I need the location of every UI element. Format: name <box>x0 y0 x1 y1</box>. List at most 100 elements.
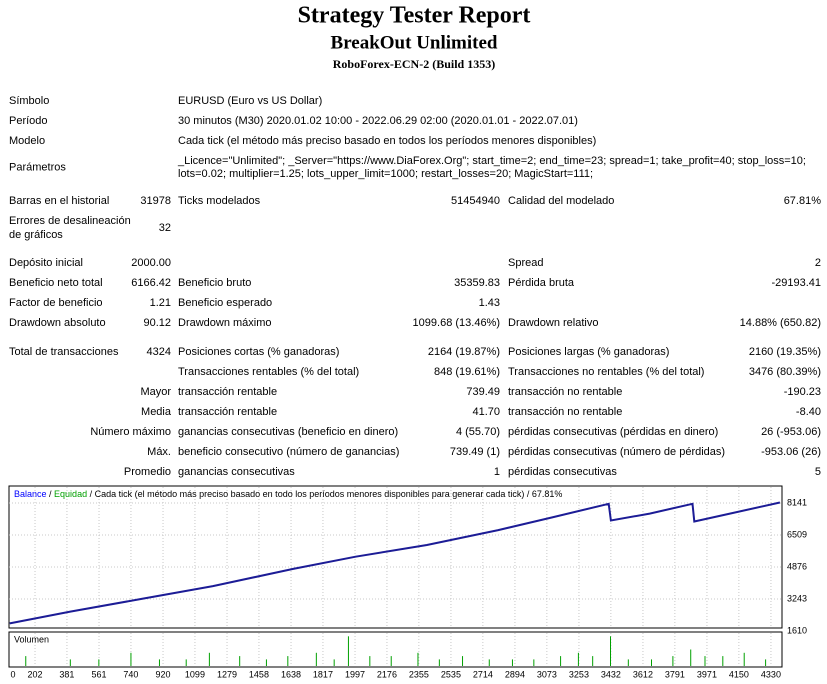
info-value: _Licence="Unlimited"; _Server="https://w… <box>177 155 806 167</box>
info-value: EURUSD (Euro vs US Dollar) <box>178 95 322 107</box>
stat-label: Barras en el historial <box>9 195 109 207</box>
stat-label: ganancias consecutivas (beneficio en din… <box>178 426 398 438</box>
stat-label: Depósito inicial <box>9 257 83 269</box>
x-tick-label: 3253 <box>569 669 589 679</box>
stat-label: Posiciones cortas (% ganadoras) <box>178 346 339 358</box>
stat-value: 35359.83 <box>454 277 500 289</box>
x-tick-label: 920 <box>156 669 171 679</box>
stat-label: Beneficio esperado <box>178 297 272 309</box>
stat-value: 26 (-953.06) <box>761 426 821 438</box>
stat-value: 31978 <box>140 195 171 207</box>
stat-value: 1099.68 (13.46%) <box>413 317 500 329</box>
x-tick-label: 2176 <box>377 669 397 679</box>
x-tick-label: 2714 <box>473 669 493 679</box>
stat-label: transacción rentable <box>178 406 277 418</box>
stat-value: 4324 <box>147 346 171 358</box>
stat-label: Posiciones largas (% ganadoras) <box>508 346 669 358</box>
stat-value: 1.21 <box>150 297 171 309</box>
stat-value: 3476 (80.39%) <box>749 366 821 378</box>
stat-label: Pérdida bruta <box>508 277 575 289</box>
stat-label: Número máximo <box>90 426 171 438</box>
info-value: Cada tick (el método más preciso basado … <box>178 135 596 147</box>
stat-label: ganancias consecutivas <box>178 466 295 478</box>
y-tick-label: 4876 <box>787 561 807 571</box>
x-tick-label: 4150 <box>729 669 749 679</box>
stat-label: Mayor <box>140 386 171 398</box>
x-tick-label: 1817 <box>313 669 333 679</box>
y-tick-label: 3243 <box>787 593 807 603</box>
balance-line <box>9 501 781 625</box>
stat-value: 67.81% <box>784 195 822 207</box>
stat-label: Errores de desalineación <box>9 215 131 227</box>
stat-value: 739.49 (1) <box>450 446 500 458</box>
report-title: Strategy Tester Report <box>298 3 531 29</box>
stat-value: 848 (19.61%) <box>434 366 500 378</box>
x-tick-label: 2355 <box>409 669 429 679</box>
x-tick-label: 202 <box>28 669 43 679</box>
x-tick-label: 561 <box>92 669 107 679</box>
legend-entry: Balance <box>14 489 47 499</box>
legend-separator: / <box>87 489 95 499</box>
volume-frame <box>8 631 783 668</box>
stat-label: de gráficos <box>9 229 63 241</box>
stat-value: 2000.00 <box>131 257 171 269</box>
info-label: Período <box>9 115 48 127</box>
x-tick-label: 2894 <box>505 669 525 679</box>
stat-label: Factor de beneficio <box>9 297 103 309</box>
x-tick-label: 1638 <box>281 669 301 679</box>
stat-label: Drawdown absoluto <box>9 317 106 329</box>
x-tick-label: 1458 <box>249 669 269 679</box>
stat-value: -190.23 <box>784 386 821 398</box>
stat-value: 32 <box>159 222 171 234</box>
y-tick-label: 6509 <box>787 529 807 539</box>
x-tick-label: 381 <box>59 669 74 679</box>
stat-value: 4 (55.70) <box>456 426 500 438</box>
legend-separator: / <box>524 489 532 499</box>
stat-label: transacción no rentable <box>508 406 622 418</box>
volume-label: Volumen <box>14 634 49 644</box>
legend: Balance / Equidad / Cada tick (el método… <box>14 489 562 499</box>
x-tick-label: 740 <box>123 669 138 679</box>
x-tick-label: 3971 <box>697 669 717 679</box>
info-label: Símbolo <box>9 95 49 107</box>
chart-frame <box>8 485 783 629</box>
expert-name: BreakOut Unlimited <box>331 32 498 53</box>
x-tick-label: 3612 <box>633 669 653 679</box>
info-label: Parámetros <box>9 161 66 173</box>
stat-label: Drawdown relativo <box>508 317 598 329</box>
stat-label: Drawdown máximo <box>178 317 272 329</box>
stat-value: 51454940 <box>451 195 500 207</box>
stat-label: Transacciones rentables (% del total) <box>178 366 359 378</box>
stat-label: Promedio <box>124 466 171 478</box>
x-tick-label: 1099 <box>185 669 205 679</box>
legend-separator: / <box>47 489 55 499</box>
stat-label: Calidad del modelado <box>508 195 614 207</box>
stat-value: 41.70 <box>472 406 500 418</box>
stat-label: beneficio consecutivo (número de gananci… <box>178 446 399 458</box>
x-tick-label: 4330 <box>761 669 781 679</box>
stat-label: Beneficio bruto <box>178 277 251 289</box>
y-tick-label: 1610 <box>787 625 807 635</box>
stat-value: 739.49 <box>466 386 500 398</box>
x-tick-label: 1279 <box>217 669 237 679</box>
server-name: RoboForex-ECN-2 (Build 1353) <box>333 57 495 71</box>
stat-value: 1.43 <box>479 297 500 309</box>
stat-label: Transacciones no rentables (% del total) <box>508 366 704 378</box>
legend-entry: 67.81% <box>532 489 563 499</box>
stat-label: Ticks modelados <box>178 195 261 207</box>
stat-value: 14.88% (650.82) <box>740 317 821 329</box>
stat-value: 2160 (19.35%) <box>749 346 821 358</box>
stat-label: Beneficio neto total <box>9 277 103 289</box>
x-tick-label: 1997 <box>345 669 365 679</box>
legend-entry: Equidad <box>54 489 87 499</box>
stat-value: 90.12 <box>143 317 171 329</box>
stat-value: -953.06 (26) <box>761 446 821 458</box>
stat-label: transacción rentable <box>178 386 277 398</box>
stat-value: 5 <box>815 466 821 478</box>
stat-value: -8.40 <box>796 406 821 418</box>
x-tick-label: 3791 <box>665 669 685 679</box>
x-tick-label: 0 <box>10 669 15 679</box>
stat-label: Total de transacciones <box>9 346 119 358</box>
stat-label: Máx. <box>147 446 171 458</box>
